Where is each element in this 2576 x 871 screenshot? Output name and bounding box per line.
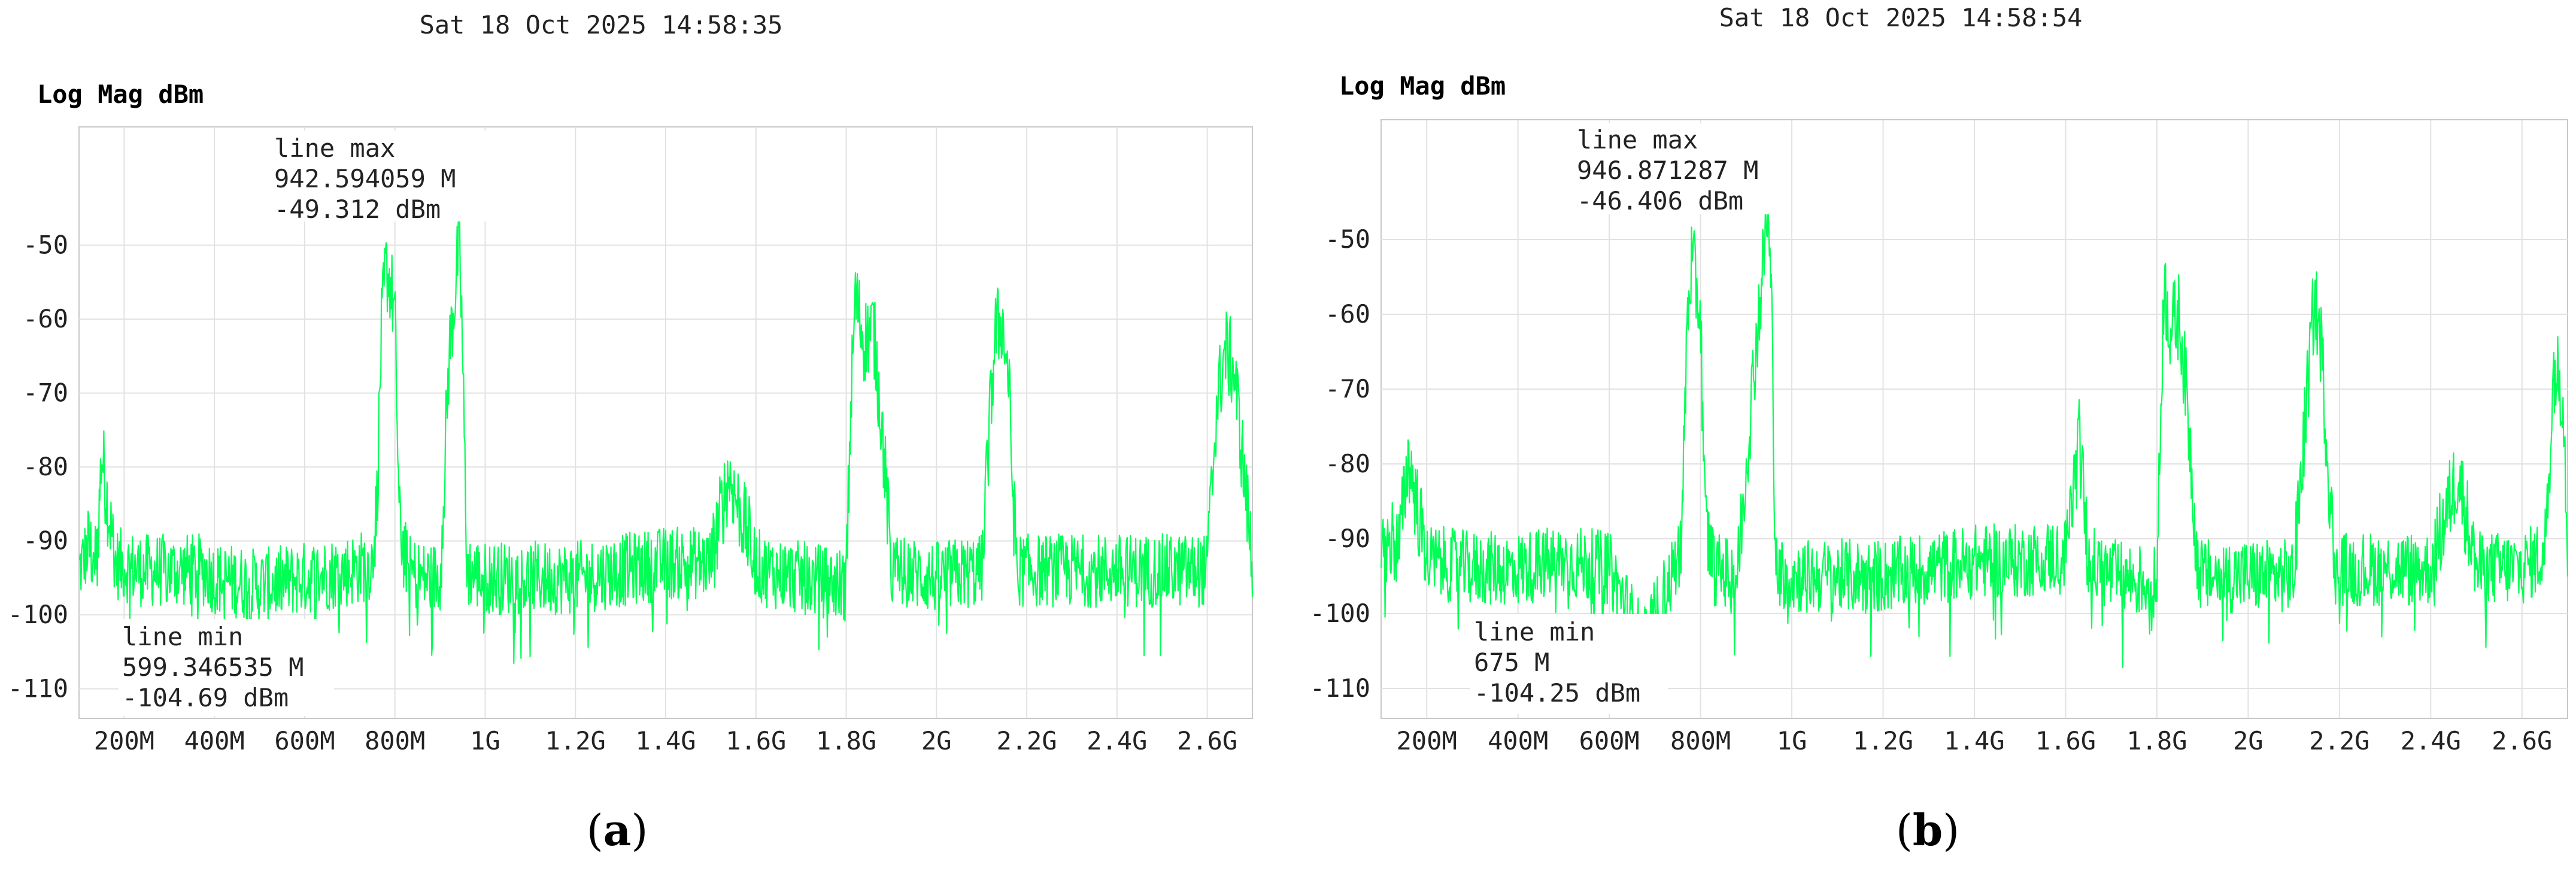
x-tick-label: 2G	[921, 726, 952, 755]
y-tick-label: -70	[1325, 374, 1370, 403]
grid-b	[1381, 120, 2568, 718]
caption-close-a: )	[631, 805, 648, 855]
spectrum-panel-a: Sat 18 Oct 2025 14:58:35 Log Mag dBm -50…	[8, 10, 1254, 855]
y-tick-label: -60	[1325, 299, 1370, 329]
x-tick-label: 1G	[470, 726, 500, 755]
y-tick-labels-a: -50 -60 -70 -80 -90 -100 -110	[8, 230, 68, 703]
x-tick-label: 800M	[1670, 726, 1731, 755]
y-tick-labels-b: -50 -60 -70 -80 -90 -100 -110	[1310, 224, 1370, 703]
spectrum-line	[78, 201, 1254, 664]
x-tick-label: 200M	[94, 726, 154, 755]
x-tick-label: 2G	[2233, 726, 2264, 755]
x-tick-label: 1.8G	[2126, 726, 2187, 755]
timestamp-a: Sat 18 Oct 2025 14:58:35	[420, 10, 783, 40]
min-marker-level-b: -104.25 dBm	[1474, 678, 1640, 708]
x-tick-label: 400M	[184, 726, 245, 755]
x-tick-label: 1.4G	[1944, 726, 2004, 755]
spectrum-line	[1380, 206, 2569, 675]
min-marker-freq-a: 599.346535 M	[122, 653, 304, 682]
x-tick-label: 200M	[1397, 726, 1457, 755]
x-tick-label: 2.4G	[2401, 726, 2461, 755]
max-marker-title-a: line max	[274, 133, 395, 163]
x-tick-labels-b: 200M 400M 600M 800M 1G 1.2G 1.4G 1.6G 1.8G 2G 2.2G…	[1397, 726, 2553, 755]
y-tick-label: -100	[1310, 599, 1370, 628]
max-marker-freq-a: 942.594059 M	[274, 164, 456, 193]
y-tick-label: -90	[23, 526, 68, 556]
y-tick-label: -50	[1325, 224, 1370, 254]
x-tick-labels-a: 200M 400M 600M 800M 1G 1.2G 1.4G 1.6G 1.8G 2G 2.2G…	[94, 726, 1237, 755]
x-tick-label: 1.8G	[816, 726, 876, 755]
max-marker-annotation-b: line max 946.871287 M -46.406 dBm	[1573, 123, 1789, 216]
x-tick-label: 600M	[1579, 726, 1640, 755]
spectrum-panel-b: Sat 18 Oct 2025 14:58:54 Log Mag dBm -50…	[1310, 3, 2569, 855]
max-marker-freq-b: 946.871287 M	[1577, 156, 1758, 185]
spectrum-trace-b	[1380, 206, 2569, 675]
x-tick-label: 2.2G	[2309, 726, 2369, 755]
y-axis-label-a: Log Mag dBm	[37, 80, 204, 109]
x-tick-label: 2.2G	[996, 726, 1057, 755]
y-tick-label: -80	[23, 452, 68, 481]
min-marker-title-a: line min	[122, 622, 243, 651]
min-marker-level-a: -104.69 dBm	[122, 683, 289, 712]
x-tick-label: 1G	[1777, 726, 1807, 755]
caption-a: (a)	[587, 805, 648, 855]
min-marker-title-b: line min	[1474, 617, 1595, 647]
min-marker-annotation-b: line min 675 M -104.25 dBm	[1470, 614, 1668, 714]
x-tick-label: 1.4G	[635, 726, 696, 755]
max-marker-title-b: line max	[1577, 125, 1698, 154]
y-tick-label: -50	[23, 230, 68, 260]
caption-open-b: (	[1896, 805, 1913, 855]
y-tick-label: -100	[8, 600, 68, 629]
x-tick-label: 800M	[365, 726, 425, 755]
timestamp-b: Sat 18 Oct 2025 14:58:54	[1719, 3, 2083, 32]
caption-open-a: (	[587, 805, 603, 855]
max-marker-annotation-a: line max 942.594059 M -49.312 dBm	[271, 131, 486, 224]
x-tick-label: 2.6G	[1177, 726, 1237, 755]
x-tick-label: 1.6G	[726, 726, 786, 755]
x-tick-label: 400M	[1488, 726, 1548, 755]
y-tick-label: -90	[1325, 524, 1370, 553]
min-marker-annotation-a: line min 599.346535 M -104.69 dBm	[119, 619, 334, 716]
y-tick-label: -60	[23, 304, 68, 333]
y-tick-label: -110	[1310, 673, 1370, 703]
caption-letter-a: a	[603, 805, 632, 855]
caption-b: (b)	[1896, 805, 1960, 855]
x-tick-label: 1.2G	[545, 726, 606, 755]
x-tick-label: 2.4G	[1087, 726, 1147, 755]
x-tick-label: 600M	[274, 726, 335, 755]
y-tick-label: -110	[8, 674, 68, 703]
y-tick-label: -70	[23, 378, 68, 408]
spectrum-trace-a	[78, 201, 1254, 664]
grid-a	[79, 127, 1252, 718]
caption-close-b: )	[1943, 805, 1959, 855]
max-marker-level-b: -46.406 dBm	[1577, 186, 1743, 216]
x-tick-label: 2.6G	[2492, 726, 2552, 755]
caption-letter-b: b	[1913, 805, 1943, 855]
x-tick-label: 1.6G	[2035, 726, 2096, 755]
max-marker-level-a: -49.312 dBm	[274, 195, 441, 224]
y-tick-label: -80	[1325, 449, 1370, 478]
x-tick-label: 1.2G	[1853, 726, 1913, 755]
y-axis-label-b: Log Mag dBm	[1339, 71, 1506, 101]
min-marker-freq-b: 675 M	[1474, 648, 1549, 677]
